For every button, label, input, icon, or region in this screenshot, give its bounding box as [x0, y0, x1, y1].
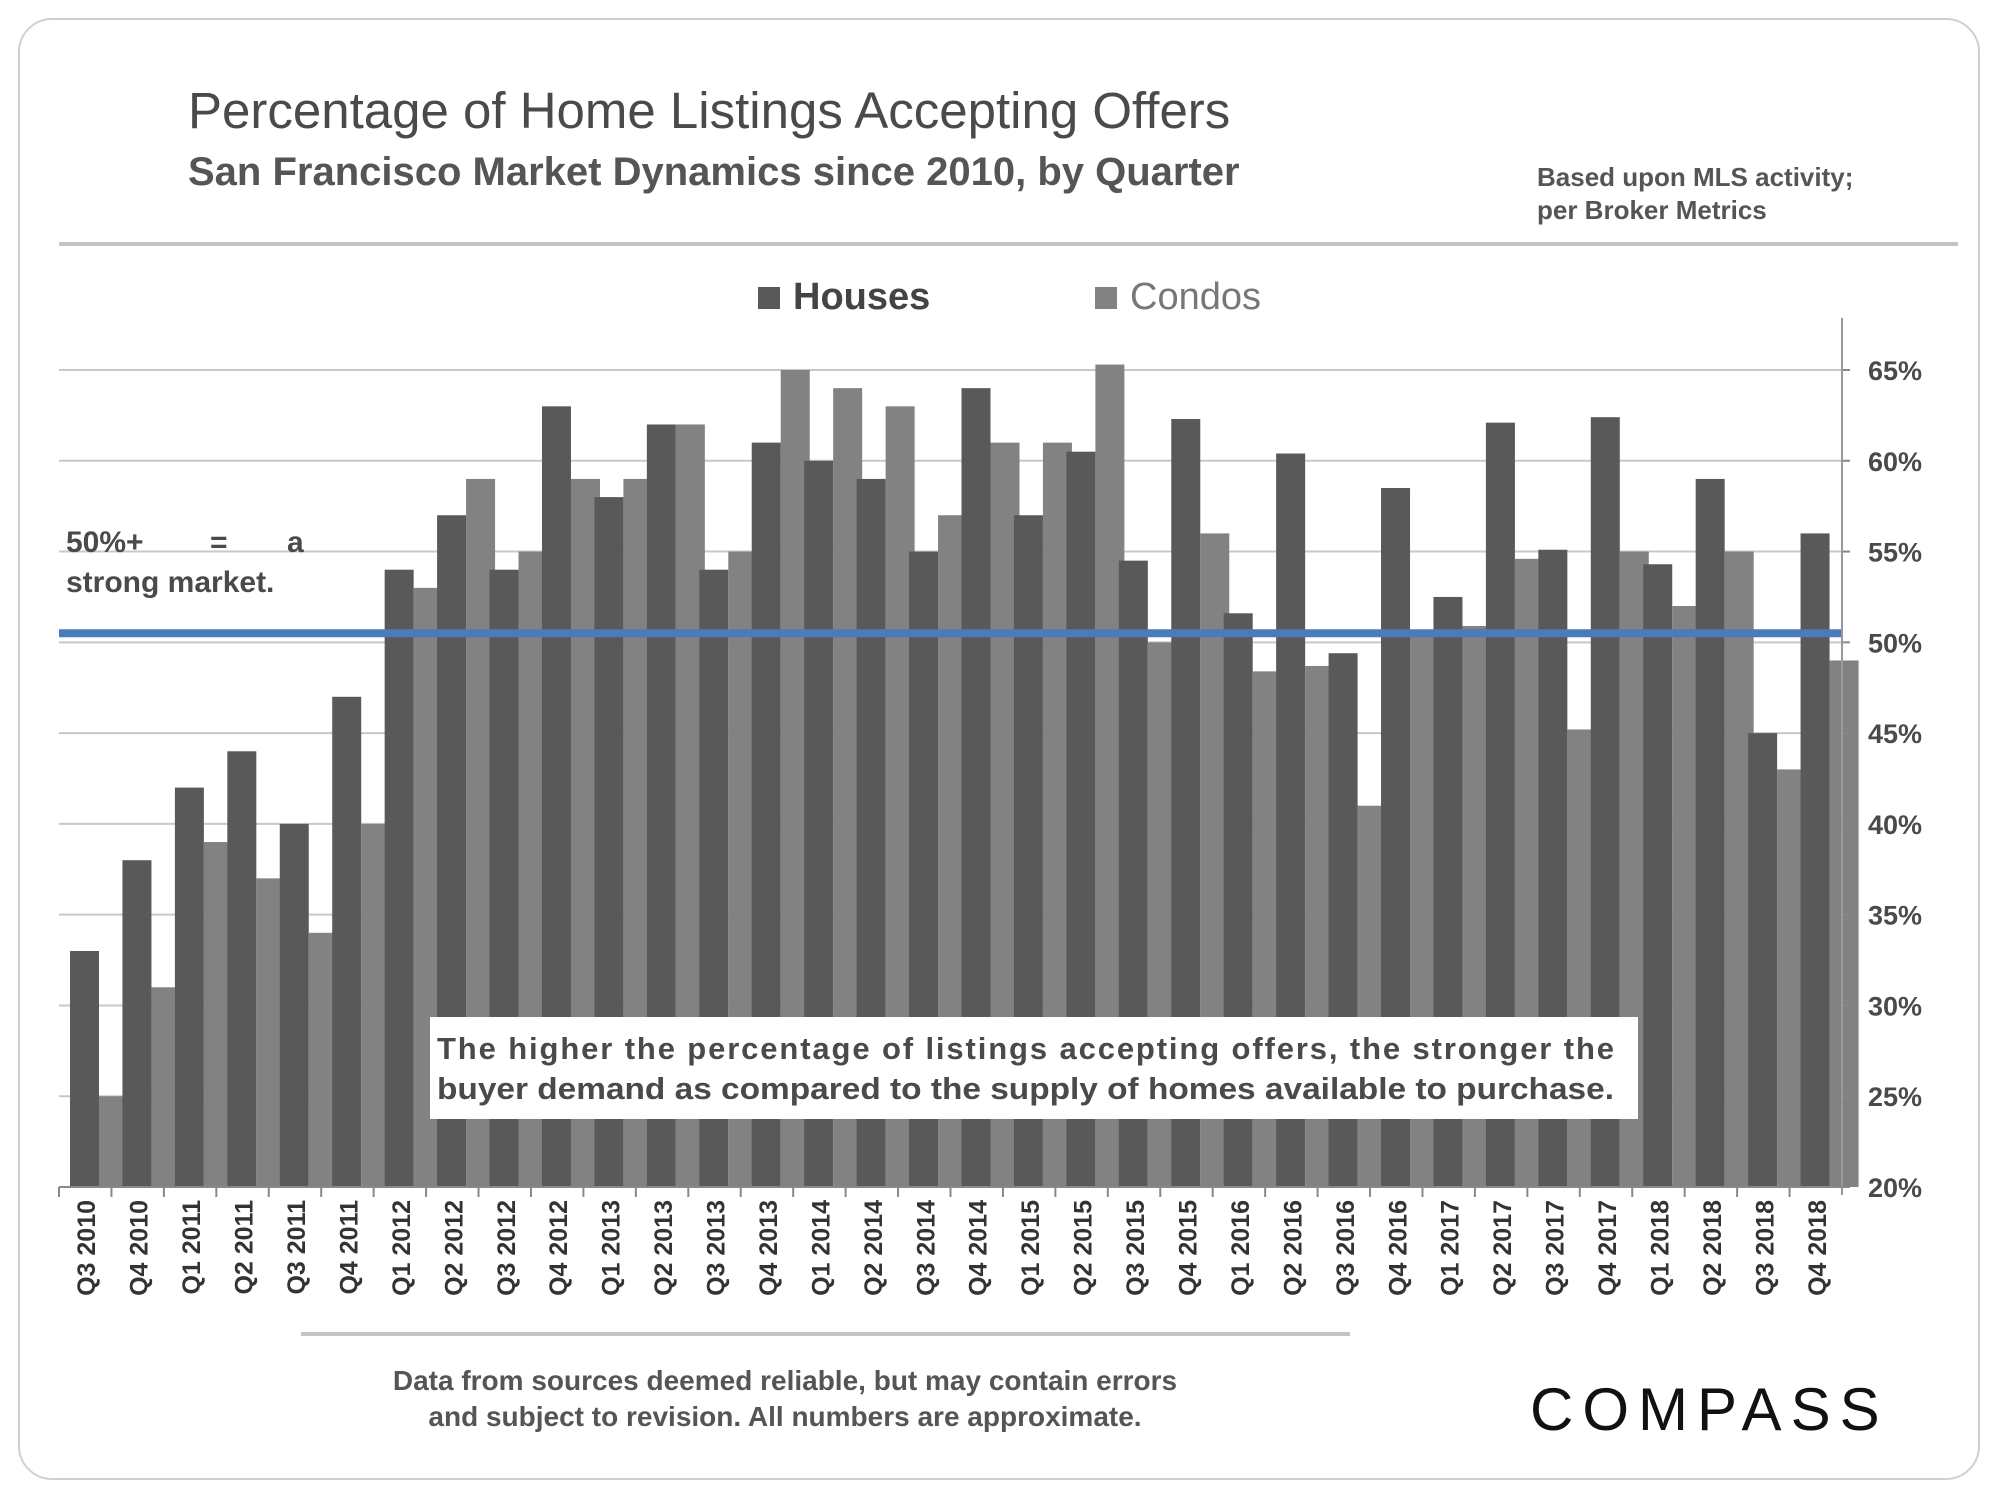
legend: Houses Condos: [758, 276, 1261, 318]
y-tick-label: 50%: [1868, 628, 1922, 658]
compass-logo: COMPASS: [1530, 1376, 1889, 1443]
x-tick-label: Q3 2013: [703, 1200, 731, 1296]
bar-houses: [122, 860, 152, 1187]
x-tick-label: Q3 2012: [493, 1200, 521, 1296]
y-tick-label: 25%: [1868, 1082, 1922, 1112]
x-tick-label: Q3 2015: [1122, 1200, 1150, 1296]
x-tick-label: Q4 2011: [335, 1200, 363, 1295]
bar-houses: [1800, 533, 1830, 1187]
x-tick-label: Q1 2017: [1437, 1200, 1465, 1296]
x-tick-label: Q3 2011: [283, 1200, 311, 1295]
x-tick-label: Q1 2014: [807, 1200, 835, 1296]
x-tick-label: Q3 2010: [73, 1200, 101, 1296]
chart-card: [18, 18, 1980, 1480]
x-tick-label: Q2 2011: [231, 1200, 259, 1295]
annotation-strong-market: strong market.: [66, 566, 274, 599]
x-tick-label: Q1 2013: [598, 1200, 626, 1296]
x-tick-label: Q2 2018: [1699, 1200, 1727, 1296]
x-tick-label: Q4 2015: [1174, 1200, 1202, 1296]
x-tick-label: Q2 2012: [440, 1200, 468, 1296]
x-tick-label: Q1 2018: [1646, 1200, 1674, 1296]
disclaimer-line1: Data from sources deemed reliable, but m…: [393, 1365, 1177, 1396]
x-tick-label: Q3 2016: [1332, 1200, 1360, 1296]
callout-background: [430, 1017, 1638, 1119]
x-tick-label: Q4 2014: [965, 1200, 993, 1296]
x-tick-label: Q2 2013: [650, 1200, 678, 1296]
bar-houses: [384, 569, 414, 1187]
x-tick-label: Q4 2016: [1384, 1200, 1412, 1296]
x-tick-label: Q1 2016: [1227, 1200, 1255, 1296]
bar-houses: [1643, 564, 1673, 1187]
x-tick-label: Q3 2014: [912, 1200, 940, 1296]
source-note-line2: per Broker Metrics: [1537, 195, 1767, 225]
x-tick-label: Q2 2014: [860, 1200, 888, 1296]
x-tick-label: Q4 2013: [755, 1200, 783, 1296]
x-tick-label: Q4 2017: [1594, 1200, 1622, 1296]
x-tick-label: Q3 2017: [1542, 1200, 1570, 1296]
x-tick-label: Q1 2012: [388, 1200, 416, 1296]
bar-houses: [279, 823, 309, 1187]
x-tick-label: Q1 2015: [1017, 1200, 1045, 1296]
legend-swatch-condos: [1095, 287, 1117, 309]
callout-line1: The higher the percentage of listings ac…: [437, 1031, 1614, 1066]
bar-houses: [1748, 733, 1778, 1187]
x-tick-label: Q4 2010: [126, 1200, 154, 1296]
chart-subtitle: San Francisco Market Dynamics since 2010…: [188, 150, 1240, 194]
y-tick-label: 55%: [1868, 538, 1922, 568]
legend-label-houses: Houses: [793, 276, 930, 318]
y-tick-label: 40%: [1868, 810, 1922, 840]
x-tick-label: Q2 2016: [1279, 1200, 1307, 1296]
bar-condos: [1829, 660, 1859, 1187]
bar-houses: [174, 787, 204, 1187]
x-tick-label: Q3 2018: [1751, 1200, 1779, 1296]
y-tick-label: 60%: [1868, 447, 1922, 477]
legend-label-condos: Condos: [1130, 276, 1261, 318]
x-tick-label: Q4 2018: [1804, 1200, 1832, 1296]
bar-houses: [70, 950, 99, 1187]
x-tick-label: Q4 2012: [545, 1200, 573, 1296]
annotation-a: a: [287, 526, 304, 559]
x-tick-label: Q2 2015: [1070, 1200, 1098, 1296]
y-tick-label: 65%: [1868, 356, 1922, 386]
bar-houses: [1695, 478, 1725, 1187]
annotation-equals: =: [210, 526, 228, 559]
bar-houses: [227, 751, 257, 1187]
callout-box: The higher the percentage of listings ac…: [430, 1017, 1638, 1119]
bar-houses: [332, 696, 362, 1187]
callout-line2: buyer demand as compared to the supply o…: [437, 1071, 1614, 1106]
x-tick-label: Q2 2017: [1489, 1200, 1517, 1296]
source-note-line1: Based upon MLS activity;: [1537, 162, 1853, 192]
y-tick-label: 30%: [1868, 991, 1922, 1021]
strong-market-annotation: 50%+ = a strong market.: [66, 526, 304, 599]
legend-swatch-houses: [758, 287, 780, 309]
disclaimer-line2: and subject to revision. All numbers are…: [428, 1401, 1141, 1432]
annotation-50-plus: 50%+: [66, 526, 144, 559]
chart-title: Percentage of Home Listings Accepting Of…: [188, 82, 1230, 139]
x-tick-label: Q1 2011: [178, 1200, 206, 1295]
y-tick-label: 35%: [1868, 901, 1922, 931]
y-tick-label: 20%: [1868, 1173, 1922, 1203]
y-tick-label: 45%: [1868, 719, 1922, 749]
